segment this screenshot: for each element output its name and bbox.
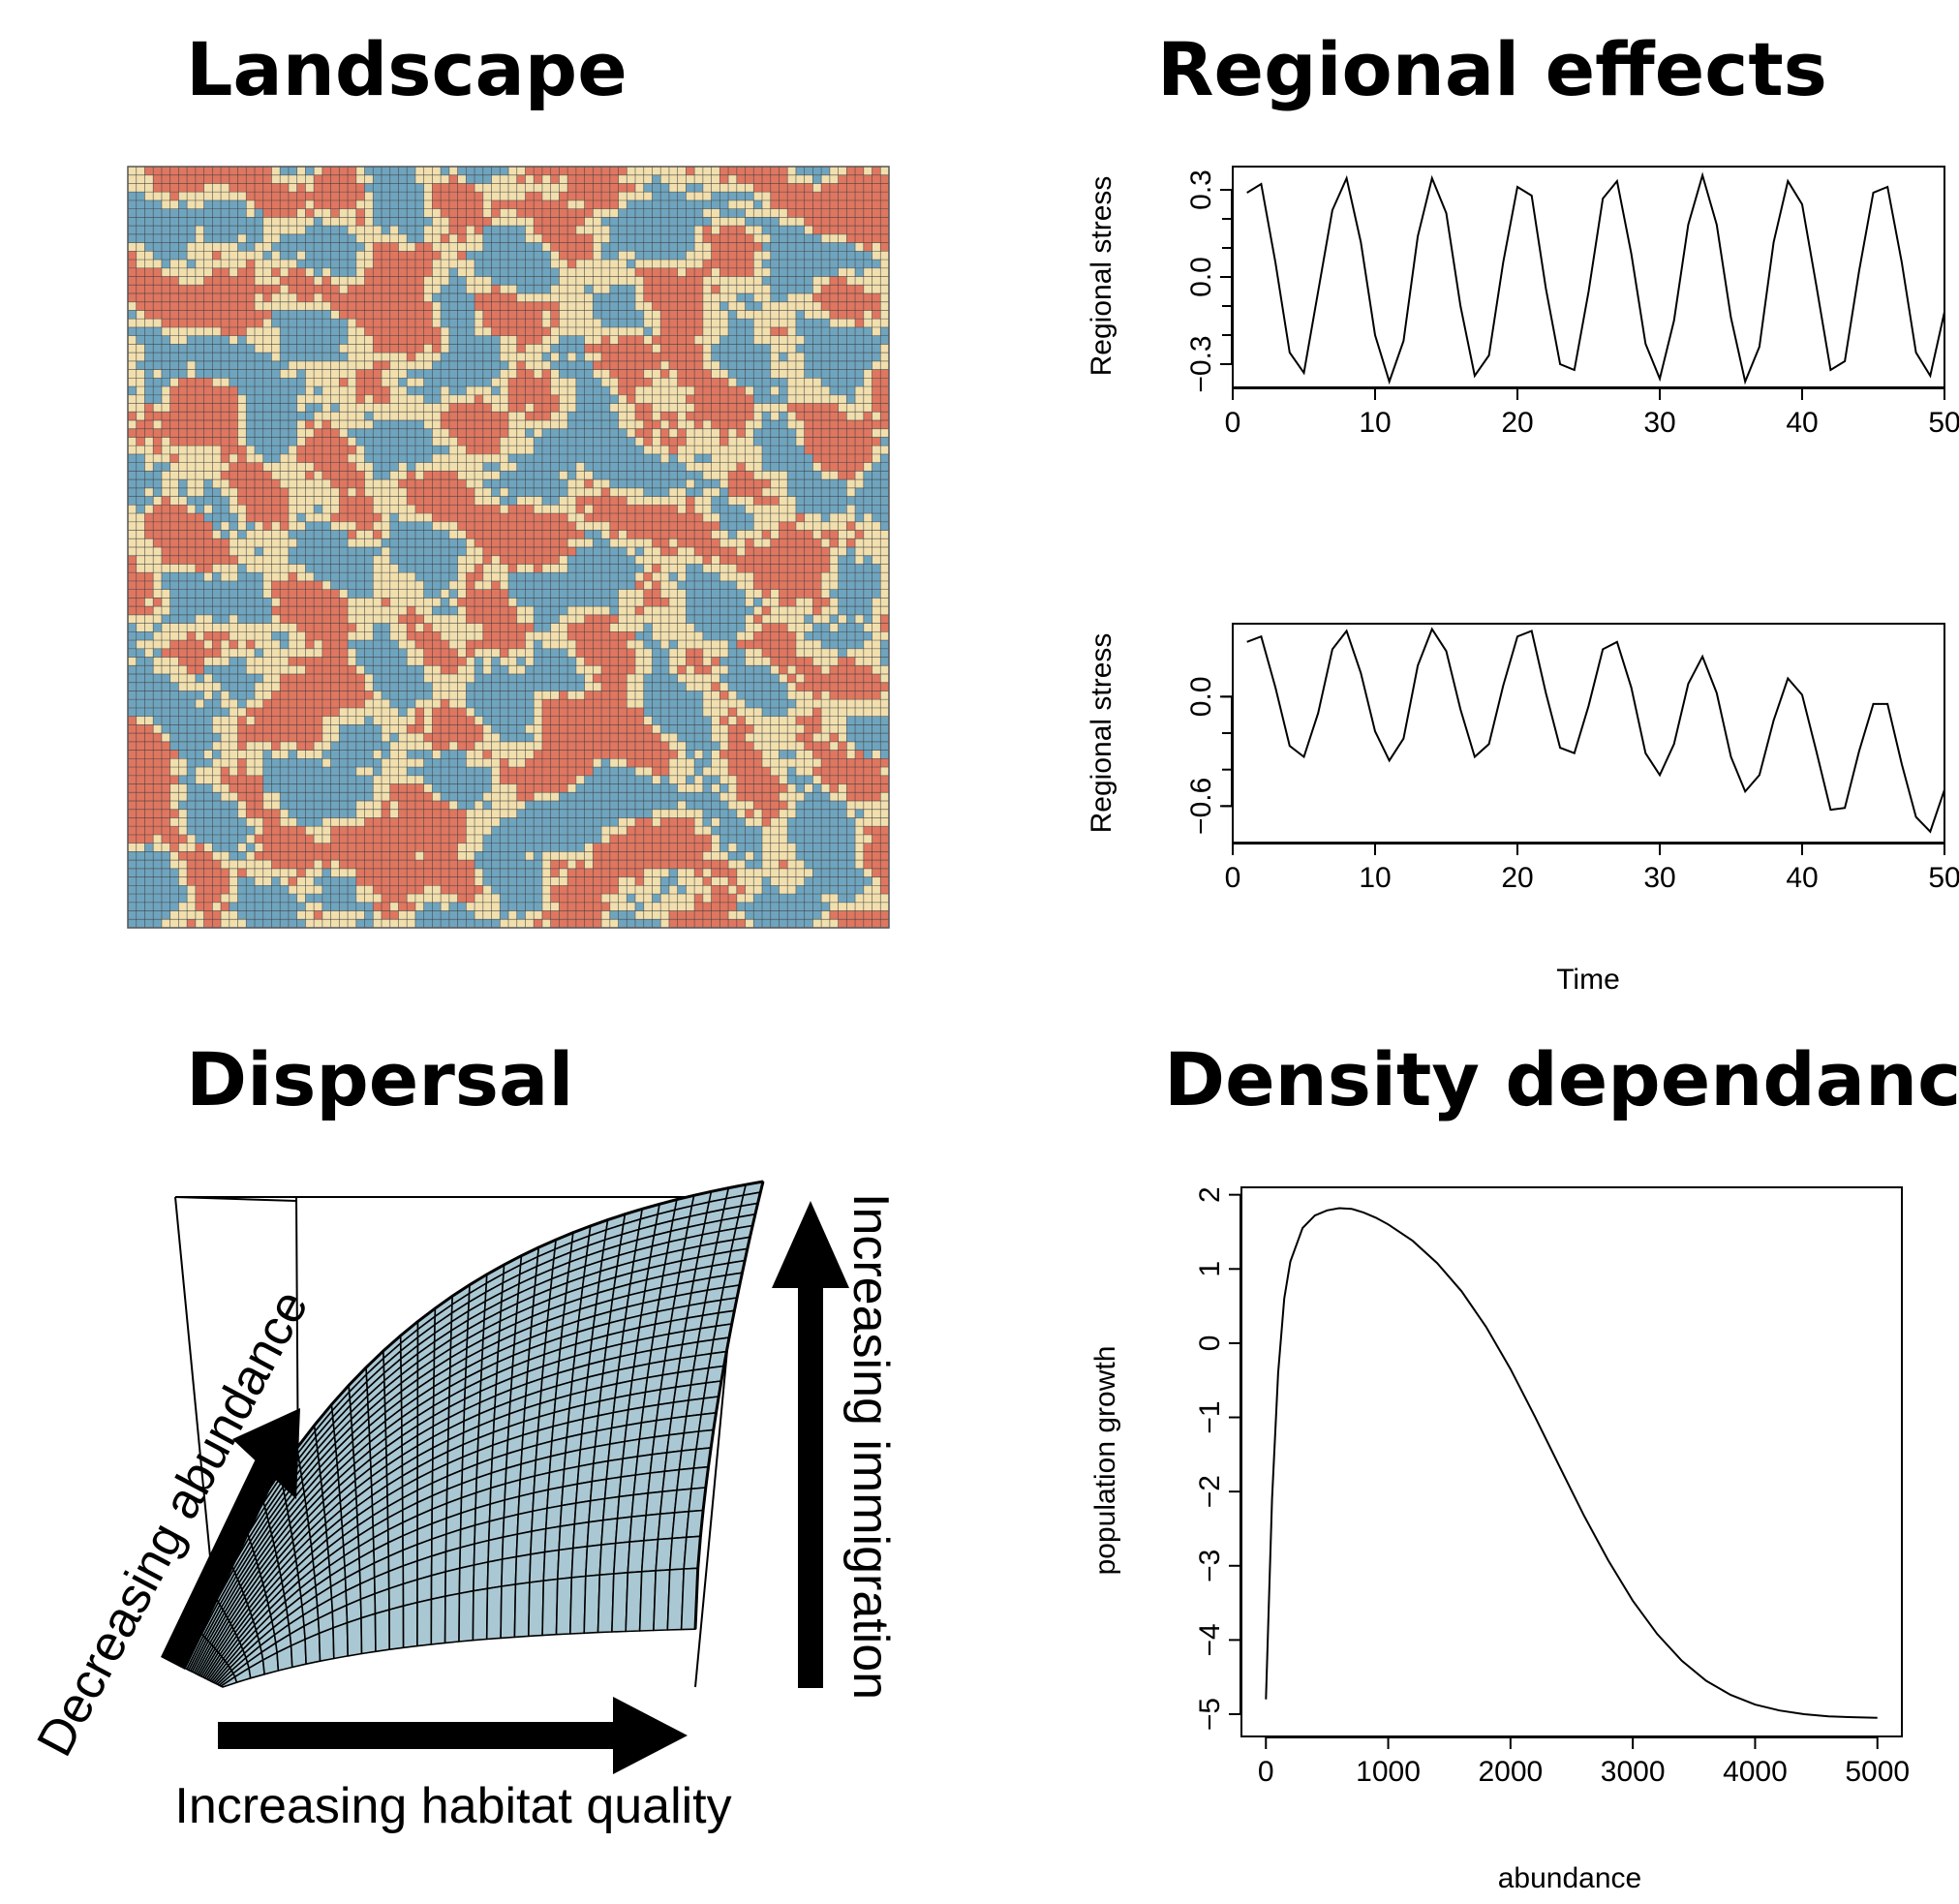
y-tick-label: −2 [1194, 1475, 1226, 1508]
x-tick-label: 40 [1786, 407, 1818, 439]
x-tick-label: 30 [1643, 862, 1675, 894]
y-tick-label: 2 [1194, 1186, 1226, 1203]
regional-stress-series-1 [1246, 171, 1944, 385]
y-axis: 2 1 0 −1 −2 −3 −4 −5 [1194, 1186, 1241, 1731]
x-tick-label: 50 [1928, 407, 1959, 439]
y-axis: −0.3 0.0 0.3 [1185, 169, 1233, 393]
x-axis-label: Time [1556, 964, 1620, 996]
dispersal-title: Dispersal [186, 1036, 574, 1122]
y-tick-label: 0.3 [1185, 169, 1217, 210]
y-tick-label: 1 [1194, 1261, 1226, 1277]
x-tick-label: 0 [1258, 1756, 1274, 1788]
plot-frame [1240, 1186, 1903, 1737]
y-tick-label: −4 [1194, 1623, 1226, 1656]
x-tick-label: 20 [1501, 407, 1533, 439]
surface-edge [693, 1181, 765, 1630]
immigration-label: Increasing immigration [842, 1193, 899, 1700]
x-tick-label: 40 [1786, 862, 1818, 894]
x-tick-label: 30 [1643, 407, 1675, 439]
y-axis: −0.6 0.0 [1185, 676, 1233, 835]
x-axis: 0 10 20 30 40 50 [1225, 843, 1959, 894]
y-axis-label: Regional stress [1086, 633, 1117, 834]
y-tick-label: −3 [1194, 1550, 1226, 1582]
x-axis: 0 1000 2000 3000 4000 5000 [1258, 1736, 1910, 1788]
plot-frame [1232, 166, 1945, 388]
x-tick-label: 3000 [1601, 1756, 1666, 1788]
immigration-arrow [772, 1201, 849, 1688]
y-axis-label: population growth [1089, 1346, 1121, 1576]
population-growth-curve [1265, 1207, 1878, 1719]
abundance-arrow [161, 1408, 300, 1670]
habitat-quality-arrow [218, 1697, 688, 1774]
y-tick-label: −5 [1194, 1698, 1226, 1731]
x-tick-label: 10 [1359, 407, 1391, 439]
x-axis: 0 10 20 30 40 50 [1225, 387, 1959, 439]
y-tick-label: 0.0 [1185, 257, 1217, 297]
x-tick-label: 0 [1225, 407, 1241, 439]
y-tick-label: 0 [1194, 1336, 1226, 1352]
x-axis-label: abundance [1498, 1862, 1641, 1894]
regional-stress-plot-2: 0 10 20 30 40 50 −0.6 0.0 Regional stress Time [1086, 623, 1959, 996]
landscape-heatmap [127, 166, 890, 929]
x-tick-label: 5000 [1845, 1756, 1910, 1788]
density-dependance-plot: 0 1000 2000 3000 4000 5000 2 1 0 −1 −2 −3 −4 −5 popu… [1089, 1186, 1910, 1894]
y-tick-label: 0.0 [1185, 676, 1217, 717]
x-tick-label: 4000 [1723, 1756, 1788, 1788]
regional-stress-plot-1: 0 10 20 30 40 50 −0.3 0.0 0.3 Regional stress [1086, 166, 1959, 439]
y-tick-label: −1 [1194, 1400, 1226, 1433]
x-tick-label: 20 [1501, 862, 1533, 894]
heatmap-frame [127, 166, 890, 929]
x-tick-label: 1000 [1356, 1756, 1421, 1788]
landscape-title: Landscape [186, 26, 627, 112]
regional-stress-series-2 [1246, 627, 1944, 834]
x-tick-label: 2000 [1478, 1756, 1543, 1788]
y-tick-label: −0.3 [1185, 335, 1217, 392]
regional-effects-title: Regional effects [1157, 26, 1827, 112]
dispersal-surface-plot: Increasing habitat quality Decreasing ab… [26, 1180, 899, 1834]
x-tick-label: 50 [1928, 862, 1959, 894]
x-tick-label: 0 [1225, 862, 1241, 894]
x-tick-label: 10 [1359, 862, 1391, 894]
y-axis-label: Regional stress [1086, 176, 1117, 377]
y-tick-label: −0.6 [1185, 778, 1217, 835]
habitat-quality-label: Increasing habitat quality [174, 1778, 731, 1834]
density-dependance-title: Density dependance [1164, 1036, 1959, 1122]
